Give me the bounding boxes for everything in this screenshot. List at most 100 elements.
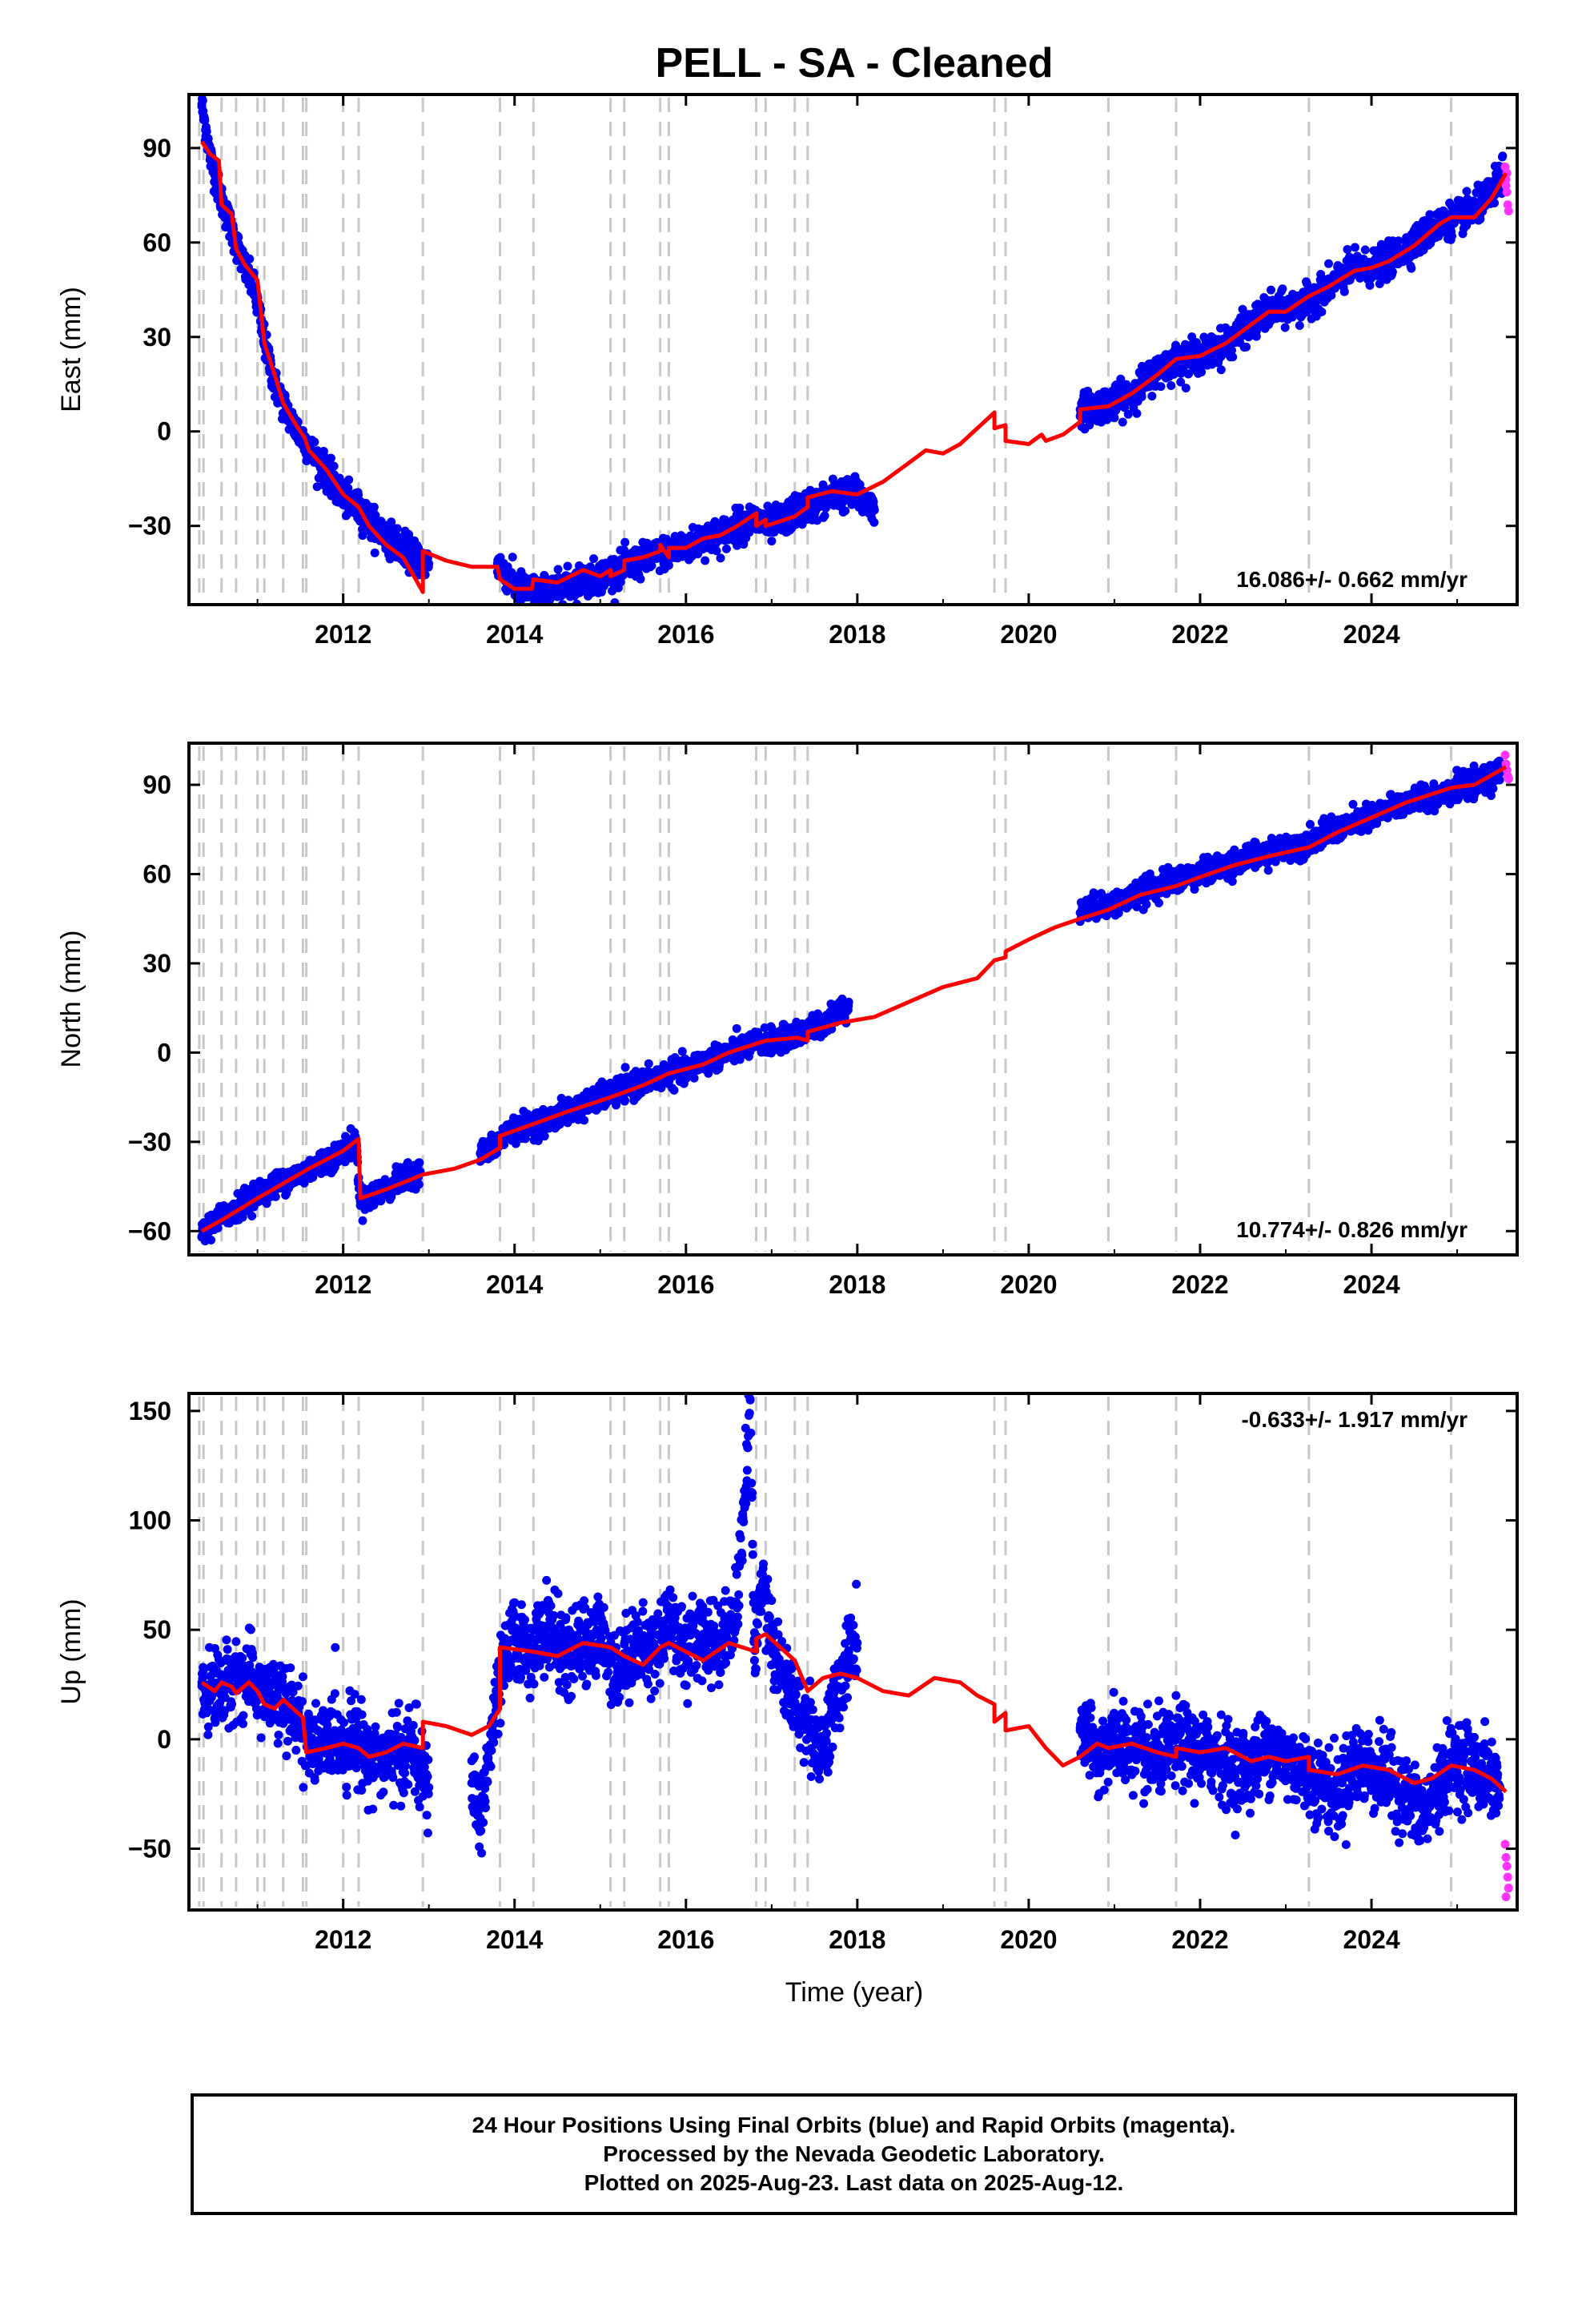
data-point: [580, 1116, 589, 1125]
data-point: [1476, 215, 1485, 224]
data-point: [358, 531, 367, 541]
data-point: [1407, 263, 1416, 273]
data-point: [1501, 181, 1511, 191]
data-point: [247, 1211, 257, 1220]
panel-north: 2012 2014 2016 2018 2020 2022 2024−60−30030609…: [56, 742, 1519, 1299]
data-point: [664, 561, 673, 570]
data-point: [1147, 392, 1157, 401]
data-point: [1324, 259, 1334, 268]
data-point: [869, 517, 879, 527]
data-point: [1116, 374, 1126, 384]
data-point: [1365, 280, 1375, 290]
y-tick-label: 60: [143, 228, 171, 257]
y-tick-label: 30: [143, 323, 171, 352]
data-point: [589, 554, 599, 564]
data-point: [1280, 323, 1290, 332]
data-point: [1317, 307, 1327, 316]
y-axis-label: East (mm): [56, 287, 86, 412]
data-point: [1110, 413, 1119, 423]
data-point: [414, 1180, 424, 1189]
data-point: [1278, 284, 1287, 294]
data-point: [1184, 369, 1194, 379]
rate-annotation: 16.086+/- 0.662 mm/yr: [1236, 567, 1468, 592]
data-point: [310, 437, 319, 447]
data-point: [556, 1093, 566, 1103]
data-point: [1387, 267, 1397, 277]
panel-east: 2012 2014 2016 2018 2020 2022 2024−300306090Ea…: [56, 93, 1519, 649]
data-point: [1228, 352, 1238, 362]
x-tick-label: 2024: [1343, 620, 1399, 649]
data-point: [869, 502, 878, 512]
data-point: [424, 562, 433, 572]
data-point: [1295, 321, 1304, 331]
data-point: [1181, 384, 1191, 393]
data-point: [1490, 198, 1500, 207]
data-point: [1197, 368, 1207, 377]
data-point: [721, 544, 731, 553]
data-point: [202, 127, 211, 136]
data-point: [1176, 377, 1186, 387]
data-point: [1132, 408, 1142, 418]
data-point: [245, 254, 255, 263]
data-point: [392, 524, 402, 533]
data-point: [1118, 417, 1127, 427]
data-point: [541, 609, 550, 617]
data-point: [1327, 291, 1336, 300]
data-point: [1498, 151, 1508, 161]
data-point: [207, 1235, 216, 1244]
x-tick-label: 2014: [486, 620, 543, 649]
x-tick-label: 2016: [657, 620, 714, 649]
data-point: [1266, 285, 1275, 295]
data-point: [415, 1158, 424, 1168]
data-point: [370, 548, 379, 557]
data-point: [1251, 332, 1261, 341]
data-point: [644, 1059, 653, 1068]
model-line: [200, 140, 1508, 594]
y-tick-label: −30: [128, 512, 171, 541]
data-point: [767, 537, 777, 546]
data-point: [540, 1132, 549, 1141]
data-point: [299, 1178, 309, 1188]
data-point: [701, 556, 710, 565]
data-point: [669, 1085, 679, 1095]
chart-title: PELL - SA - Cleaned: [656, 40, 1054, 86]
data-point: [553, 565, 563, 574]
data-point: [358, 1216, 367, 1225]
x-tick-label: 2012: [315, 620, 371, 649]
plot-area-north: [197, 750, 1513, 1246]
x-tick-label: 2020: [1000, 620, 1057, 649]
data-point: [1123, 409, 1133, 419]
data-point: [271, 1192, 280, 1201]
data-point: [508, 553, 517, 562]
data-point: [238, 1212, 247, 1222]
plot-area-east: [197, 94, 1513, 617]
data-point: [1375, 279, 1384, 288]
data-point: [610, 597, 620, 605]
data-point: [1360, 245, 1370, 255]
data-point: [647, 561, 656, 570]
data-point: [520, 1134, 530, 1144]
data-point: [1242, 342, 1251, 352]
y-tick-label: 0: [157, 417, 171, 446]
data-point: [841, 506, 850, 516]
series-final-orbits: [197, 94, 1509, 617]
data-point: [631, 1067, 640, 1076]
data-point: [326, 453, 335, 463]
data-point: [1394, 236, 1403, 246]
x-tick-label: 2018: [829, 620, 885, 649]
data-point: [620, 1096, 630, 1105]
data-point: [1216, 365, 1226, 375]
data-point: [820, 511, 829, 521]
data-point: [1504, 206, 1513, 215]
data-point: [344, 475, 354, 485]
data-point: [198, 96, 207, 106]
data-point: [1227, 345, 1237, 355]
data-point: [563, 561, 572, 571]
data-point: [732, 1023, 741, 1033]
data-point: [1434, 231, 1443, 241]
x-tick-label: 2022: [1171, 620, 1228, 649]
data-point: [636, 574, 645, 584]
data-point: [1120, 403, 1130, 412]
data-point: [1137, 392, 1146, 402]
